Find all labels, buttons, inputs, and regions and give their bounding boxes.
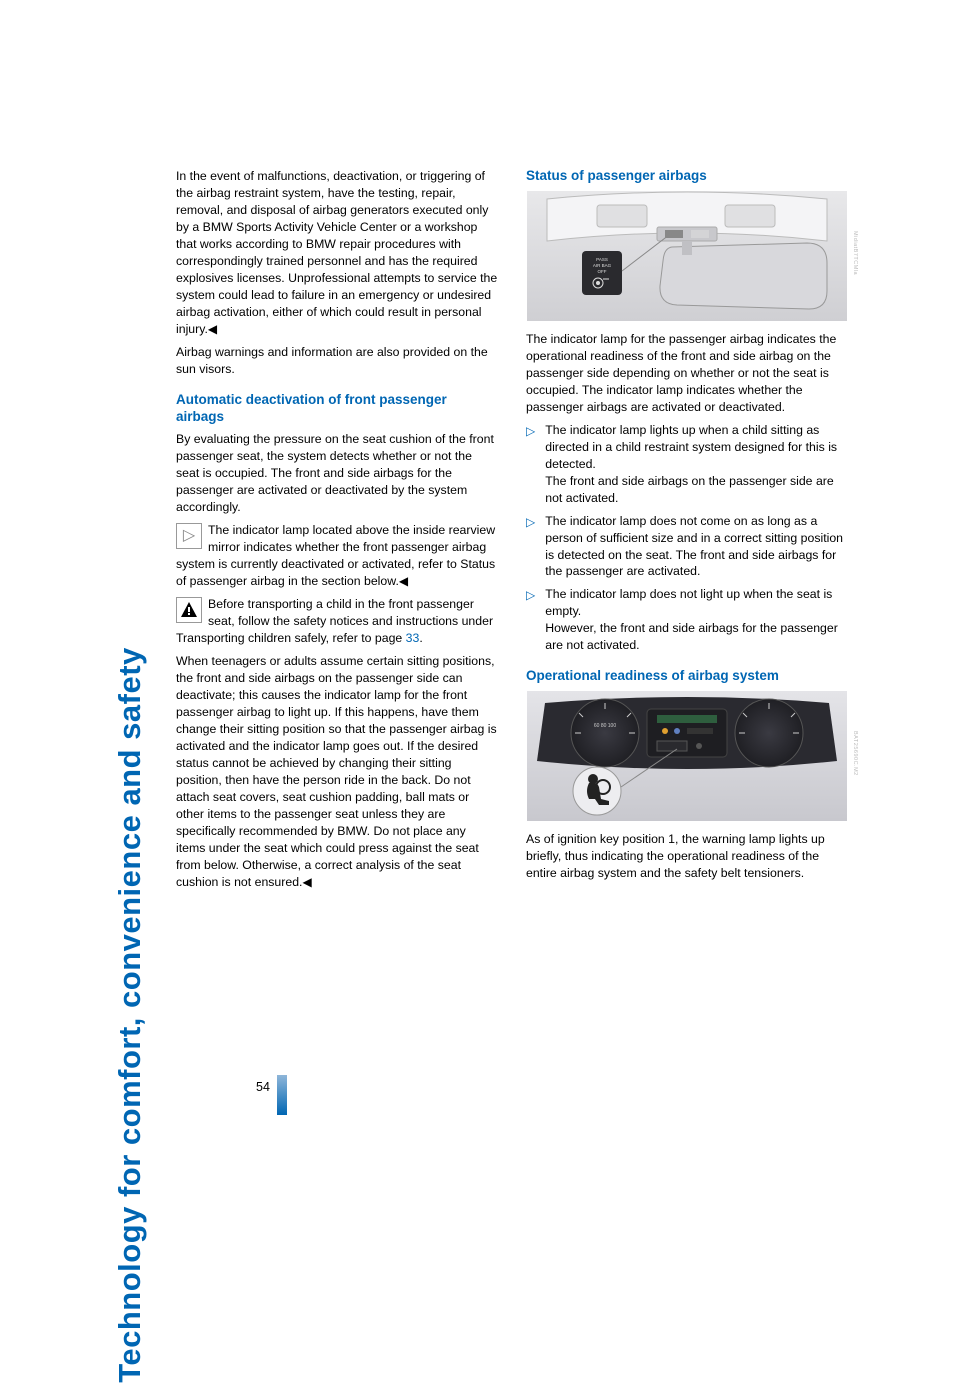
list-item: ▷ The indicator lamp lights up when a ch…	[526, 422, 848, 507]
figure-wrap: 60 80 100	[526, 691, 848, 821]
right-column: Status of passenger airbags	[526, 168, 848, 897]
subheading: Automatic deactivation of front passenge…	[176, 392, 498, 426]
figure-dashboard: 60 80 100	[526, 691, 848, 821]
end-mark-icon: ◀	[208, 321, 217, 338]
bullet-icon: ▷	[526, 586, 535, 654]
body-text: Airbag warnings and information are also…	[176, 344, 498, 378]
end-mark-icon: ◀	[399, 573, 408, 590]
body-text: The indicator lamp for the passenger air…	[526, 331, 848, 416]
page-number: 54	[256, 1080, 270, 1094]
svg-text:AIR BAG: AIR BAG	[593, 263, 612, 268]
side-tab: Technology for comfort, convenience and …	[110, 168, 150, 1033]
figure-wrap: PASS AIR BAG OFF MidiatB7TCMla	[526, 191, 848, 321]
figure-code: MidiatB7TCMla	[852, 231, 858, 275]
body-text: By evaluating the pressure on the seat c…	[176, 431, 498, 516]
list-text: The indicator lamp lights up when a chil…	[545, 422, 848, 507]
svg-text:60 80 100: 60 80 100	[594, 723, 616, 729]
page-bar-icon	[277, 1075, 287, 1115]
page-link[interactable]: 33	[406, 631, 420, 645]
side-tab-label: Technology for comfort, convenience and …	[112, 647, 148, 1383]
list-text: The indicator lamp does not light up whe…	[545, 586, 848, 654]
list-item: ▷ The indicator lamp does not come on as…	[526, 513, 848, 581]
warning-icon	[176, 597, 202, 623]
subheading: Operational readiness of airbag system	[526, 668, 848, 685]
svg-text:OFF: OFF	[598, 269, 607, 274]
end-mark-icon: ◀	[302, 874, 311, 891]
subheading: Status of passenger airbags	[526, 168, 848, 185]
main-content: In the event of malfunctions, deactivati…	[176, 168, 848, 897]
note-arrow-icon: ▷	[176, 523, 202, 549]
figure-code: BAT25690C.M2	[852, 731, 858, 776]
warning-block: Before transporting a child in the front…	[176, 596, 498, 647]
body-text: In the event of malfunctions, deactivati…	[176, 168, 498, 338]
list-item: ▷ The indicator lamp does not light up w…	[526, 586, 848, 654]
bullet-icon: ▷	[526, 513, 535, 581]
list-text: The indicator lamp does not come on as l…	[545, 513, 848, 581]
left-column: In the event of malfunctions, deactivati…	[176, 168, 498, 897]
figure-mirror: PASS AIR BAG OFF	[526, 191, 848, 321]
body-text: As of ignition key position 1, the warni…	[526, 831, 848, 882]
note-block: ▷ The indicator lamp located above the i…	[176, 522, 498, 590]
body-text: When teenagers or adults assume certain …	[176, 653, 498, 891]
bullet-icon: ▷	[526, 422, 535, 507]
svg-text:PASS: PASS	[596, 257, 608, 262]
